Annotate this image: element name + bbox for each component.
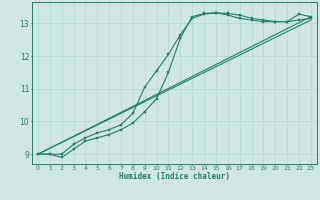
X-axis label: Humidex (Indice chaleur): Humidex (Indice chaleur)	[119, 172, 230, 181]
